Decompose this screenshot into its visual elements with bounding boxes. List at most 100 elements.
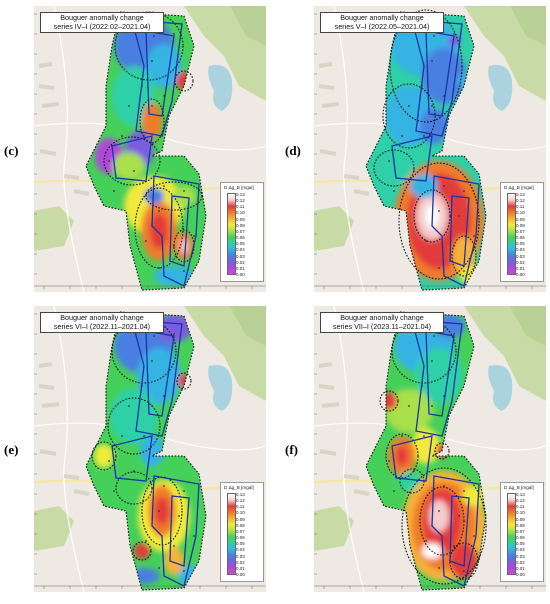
map-canvas [34, 6, 266, 292]
survey-point [408, 105, 410, 107]
color-legend: D Δg_B [mgal] 0.13 0.12 0.11 0.10 0.09 0.08 0.… [220, 482, 264, 582]
isoline [434, 442, 450, 460]
survey-point [173, 333, 175, 335]
survey-point [431, 105, 433, 107]
legend-colorbar [507, 193, 516, 275]
map-title: Bouguer anomally change [340, 13, 424, 22]
boundary-line [131, 319, 183, 437]
mine-boundary [111, 19, 200, 287]
survey-outline [85, 11, 207, 291]
legend-tick-label: 0.06 [516, 535, 525, 541]
map-subtitle: series VII–I (2023.11–2021.04) [332, 321, 432, 331]
survey-point [431, 60, 433, 62]
survey-point [133, 170, 135, 172]
forest-area-dense [510, 6, 546, 46]
survey-point [425, 240, 427, 242]
boundary-line [411, 19, 463, 137]
legend-tick-label: 0.05 [516, 541, 525, 547]
survey-point [158, 567, 160, 569]
legend-tick-label: 0.09 [236, 516, 245, 522]
legend-tick-label: 0.11 [516, 204, 525, 210]
buildings [318, 62, 370, 196]
isoline [451, 235, 477, 277]
buildings [38, 62, 90, 196]
map-title-box: Bouguer anomally change series V–I (2022… [320, 12, 444, 34]
color-legend: D Δg_B [mgal] 0.13 0.12 0.11 0.10 0.09 0.08 0.… [220, 182, 264, 282]
legend-tick-label: 0.03 [516, 553, 525, 559]
legend-tick-label: 0.02 [516, 559, 525, 565]
survey-point [421, 85, 423, 87]
legend-tick-label: 0.04 [236, 247, 245, 253]
legend-tick-label: 0.10 [516, 210, 525, 216]
boundary-line [151, 175, 200, 287]
anomaly-blob [142, 103, 162, 139]
anomaly-blob [396, 446, 408, 466]
coordinate-axes [314, 313, 546, 589]
anomaly-blob [399, 471, 419, 491]
survey-point [141, 85, 143, 87]
survey-point [431, 360, 433, 362]
isoline [389, 9, 463, 123]
survey-point [163, 395, 165, 397]
color-legend: D Δg_B [mgal] 0.13 0.12 0.11 0.10 0.09 0.08 0.… [500, 482, 544, 582]
survey-point [153, 335, 155, 337]
legend-tick-label: 0.12 [236, 198, 245, 204]
map-title-box: Bouguer anomally change series IV–I (202… [40, 12, 164, 34]
panel-f-letter: (f) [285, 442, 298, 457]
isoline [132, 541, 152, 561]
survey-point [473, 235, 475, 237]
anomaly-field [366, 312, 486, 590]
forest-area-sw [314, 206, 354, 251]
survey-point [178, 215, 180, 217]
boundary-line [449, 495, 470, 567]
survey-point [413, 470, 415, 472]
local-road [314, 422, 546, 451]
anomaly-blob [412, 428, 440, 464]
boundary-line [391, 435, 433, 482]
legend-title: D Δg_B [mgal] [504, 185, 534, 190]
survey-point [151, 60, 153, 62]
survey-point [113, 490, 115, 492]
map-title: Bouguer anomally change [60, 313, 144, 322]
legend-tick-label: 0.03 [236, 553, 245, 559]
survey-point [401, 435, 403, 437]
survey-point [393, 190, 395, 192]
survey-point [193, 235, 195, 237]
legend-tick-label: 0.05 [236, 541, 245, 547]
survey-point [173, 33, 175, 35]
lake [208, 65, 233, 111]
survey-outline [365, 11, 487, 291]
anomaly-blob [134, 543, 150, 559]
survey-point [453, 333, 455, 335]
survey-point [401, 135, 403, 137]
boundary-line [151, 475, 200, 587]
coordinate-axes [34, 313, 266, 589]
legend-tick-label: 0.06 [516, 235, 525, 241]
isoline [398, 162, 480, 280]
survey-point [423, 435, 425, 437]
local-road [53, 6, 85, 292]
legend-tick-label: 0.04 [516, 547, 525, 553]
buildings [318, 362, 370, 496]
anomaly-blob [146, 44, 182, 88]
survey-outline [85, 311, 207, 591]
anomaly-blob [118, 470, 150, 502]
anomaly-blob [429, 500, 449, 532]
survey-point [151, 105, 153, 107]
survey-outline [365, 311, 487, 591]
anomaly-blob [462, 486, 486, 506]
survey-point [173, 245, 175, 247]
legend-tick-label: 0.08 [236, 222, 245, 228]
isoline [401, 467, 487, 585]
legend-tick-label: 0.13 [236, 492, 245, 497]
survey-point [158, 267, 160, 269]
anomaly-blob [164, 547, 184, 575]
mine-boundary [391, 319, 480, 587]
survey-point [178, 515, 180, 517]
isoline [114, 11, 184, 81]
boundary-line [431, 175, 480, 287]
legend-tick-label: 0.07 [236, 528, 245, 534]
legend-tick-label: 0.11 [236, 504, 245, 510]
survey-point [193, 535, 195, 537]
boundary-line [111, 135, 153, 182]
